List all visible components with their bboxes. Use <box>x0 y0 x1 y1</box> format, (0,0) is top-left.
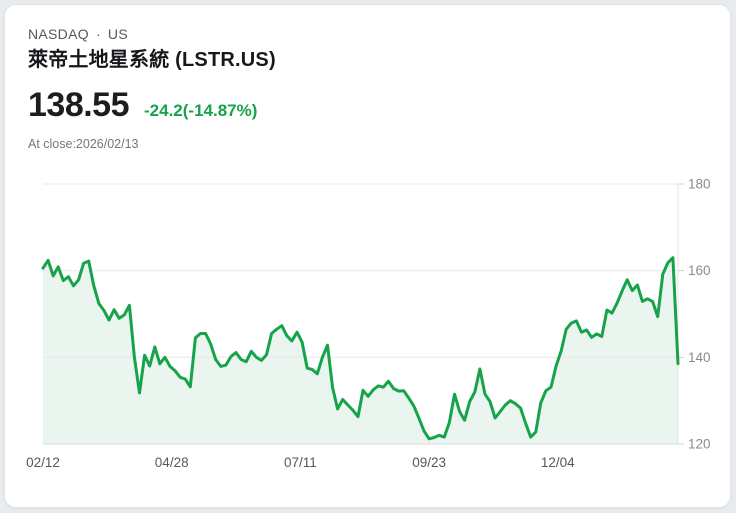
x-axis-label: 04/28 <box>155 455 189 470</box>
price-row: 138.55 -24.2(-14.87%) <box>28 85 276 125</box>
exchange-label: NASDAQ <box>28 26 89 42</box>
price-line <box>41 256 680 441</box>
y-axis-label: 140 <box>688 350 711 365</box>
price-chart-svg: 120 140 160 180 02/12 04/28 07/11 09/23 12/04 <box>26 177 711 471</box>
stock-title: 萊帝土地星系統 (LSTR.US) <box>28 49 276 71</box>
price-change: -24.2(-14.87%) <box>144 101 258 120</box>
separator-dot: · <box>95 26 101 42</box>
stock-quote-card: 120 140 160 180 02/12 04/28 07/11 09/23 12/04 NA… <box>4 4 731 508</box>
x-axis-label: 07/11 <box>284 455 317 470</box>
y-axis-label: 180 <box>688 177 711 192</box>
price-chart: 120 140 160 180 02/12 04/28 07/11 09/23 12/04 <box>5 5 730 507</box>
last-price: 138.55 <box>28 86 130 124</box>
y-axis-label: 160 <box>688 263 711 278</box>
region-label: US <box>107 26 128 42</box>
x-axis-label: 09/23 <box>412 455 446 470</box>
quote-header: NASDAQ · US 萊帝土地星系統 (LSTR.US) 138.55 -24.2… <box>28 21 276 151</box>
exchange-info: NASDAQ · US <box>28 25 276 43</box>
price-area <box>43 257 678 444</box>
y-axis-label: 120 <box>688 437 711 452</box>
x-axis-label: 02/12 <box>26 455 60 470</box>
close-date: At close:2026/02/13 <box>28 137 139 151</box>
x-axis-label: 12/04 <box>541 455 575 470</box>
